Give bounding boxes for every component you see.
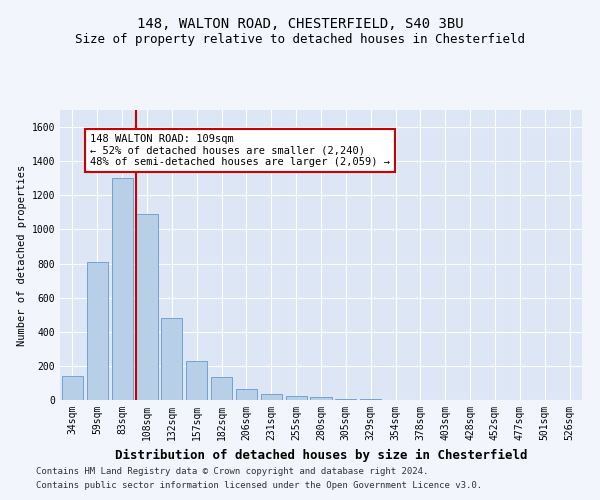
Text: Contains HM Land Registry data © Crown copyright and database right 2024.: Contains HM Land Registry data © Crown c… xyxy=(36,467,428,476)
Bar xyxy=(186,361,207,400)
Bar xyxy=(161,318,182,400)
Bar xyxy=(261,394,282,400)
Text: 148, WALTON ROAD, CHESTERFIELD, S40 3BU: 148, WALTON ROAD, CHESTERFIELD, S40 3BU xyxy=(137,18,463,32)
X-axis label: Distribution of detached houses by size in Chesterfield: Distribution of detached houses by size … xyxy=(115,448,527,462)
Bar xyxy=(310,398,332,400)
Bar xyxy=(62,376,83,400)
Bar xyxy=(211,377,232,400)
Y-axis label: Number of detached properties: Number of detached properties xyxy=(17,164,28,346)
Bar xyxy=(286,396,307,400)
Text: 148 WALTON ROAD: 109sqm
← 52% of detached houses are smaller (2,240)
48% of semi: 148 WALTON ROAD: 109sqm ← 52% of detache… xyxy=(90,134,390,167)
Bar xyxy=(236,389,257,400)
Text: Size of property relative to detached houses in Chesterfield: Size of property relative to detached ho… xyxy=(75,32,525,46)
Bar xyxy=(335,398,356,400)
Bar xyxy=(112,178,133,400)
Bar xyxy=(136,214,158,400)
Bar xyxy=(87,262,108,400)
Text: Contains public sector information licensed under the Open Government Licence v3: Contains public sector information licen… xyxy=(36,481,482,490)
